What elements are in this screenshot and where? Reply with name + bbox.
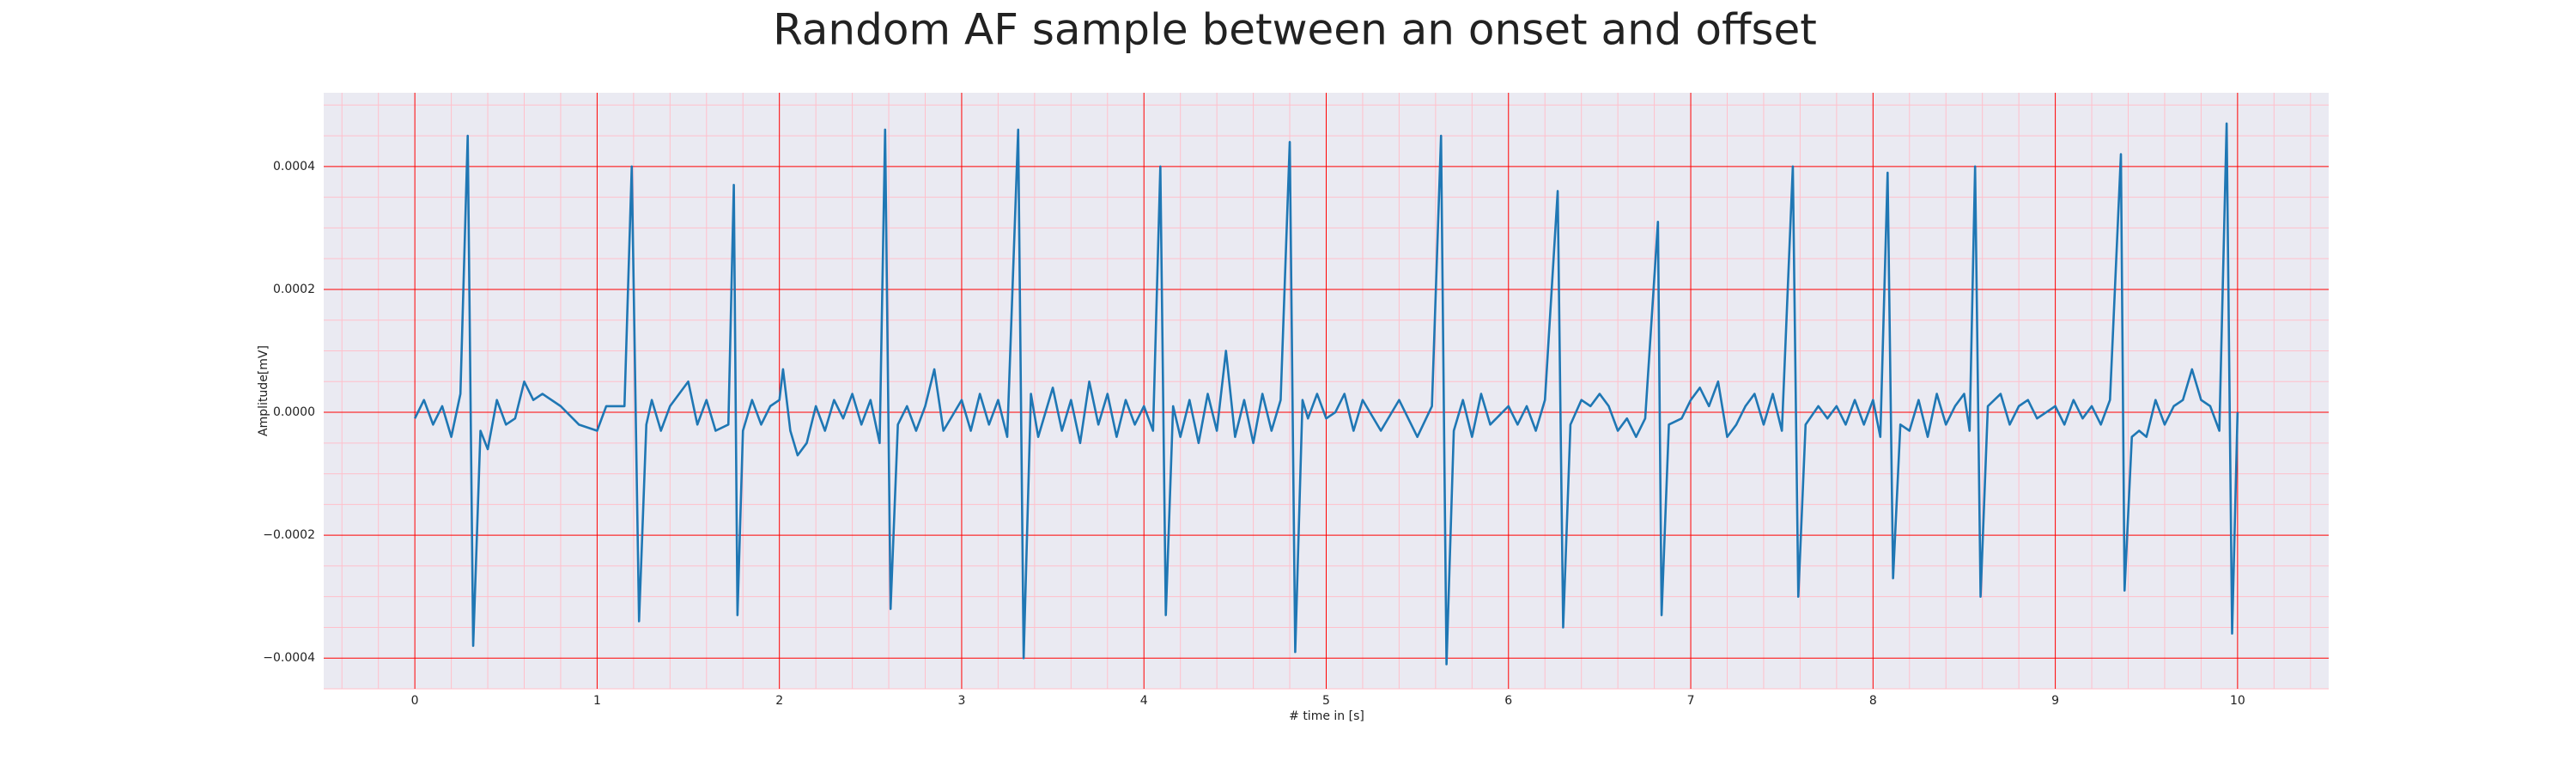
x-axis-label: # time in [s] xyxy=(1289,709,1364,723)
x-tick-label: 1 xyxy=(593,694,601,708)
x-tick-label: 7 xyxy=(1687,694,1695,708)
x-tick-label: 3 xyxy=(957,694,965,708)
x-tick-label: 2 xyxy=(775,694,783,708)
y-tick-label: −0.0002 xyxy=(263,528,315,542)
y-axis-label: Amplitude[mV] xyxy=(257,345,270,436)
y-tick-label: 0.0002 xyxy=(273,283,315,296)
y-tick-label: −0.0004 xyxy=(263,651,315,665)
x-tick-label: 9 xyxy=(2051,694,2059,708)
y-tick-label: 0.0004 xyxy=(273,160,315,173)
x-tick-label: 4 xyxy=(1140,694,1148,708)
x-tick-label: 5 xyxy=(1322,694,1330,708)
y-tick-label: 0.0000 xyxy=(273,405,315,419)
signal-line xyxy=(413,122,2239,666)
x-tick-label: 6 xyxy=(1504,694,1512,708)
chart-title: Random AF sample between an onset and of… xyxy=(773,5,1817,55)
x-tick-label: 0 xyxy=(411,694,419,708)
x-tick-label: 8 xyxy=(1869,694,1877,708)
x-tick-label: 10 xyxy=(2230,694,2245,708)
